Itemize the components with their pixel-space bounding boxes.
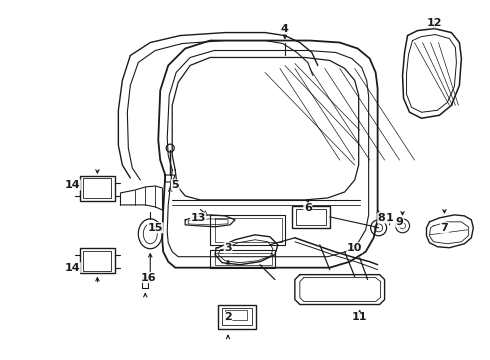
Text: 7: 7 <box>441 223 448 233</box>
Text: 11: 11 <box>352 312 368 323</box>
Bar <box>218 305 256 329</box>
Text: 4: 4 <box>281 24 289 33</box>
Text: 15: 15 <box>147 223 163 233</box>
Text: 8: 8 <box>378 213 386 223</box>
Text: 13: 13 <box>191 213 206 223</box>
Text: 12: 12 <box>427 18 442 28</box>
Text: 14: 14 <box>65 180 80 190</box>
Text: 10: 10 <box>347 243 363 253</box>
Text: 14: 14 <box>65 263 80 273</box>
Bar <box>80 248 115 273</box>
Text: 16: 16 <box>141 273 156 283</box>
Bar <box>296 209 326 225</box>
Bar <box>222 307 252 325</box>
Text: 6: 6 <box>304 203 312 213</box>
Text: 3: 3 <box>224 243 232 253</box>
Text: 2: 2 <box>224 312 232 323</box>
Bar <box>83 251 111 271</box>
Bar <box>225 310 247 320</box>
Text: 9: 9 <box>395 217 403 227</box>
Bar <box>292 206 330 228</box>
Bar <box>80 176 115 201</box>
Bar <box>83 178 111 198</box>
Text: 5: 5 <box>172 180 179 190</box>
Text: 1: 1 <box>386 213 393 223</box>
